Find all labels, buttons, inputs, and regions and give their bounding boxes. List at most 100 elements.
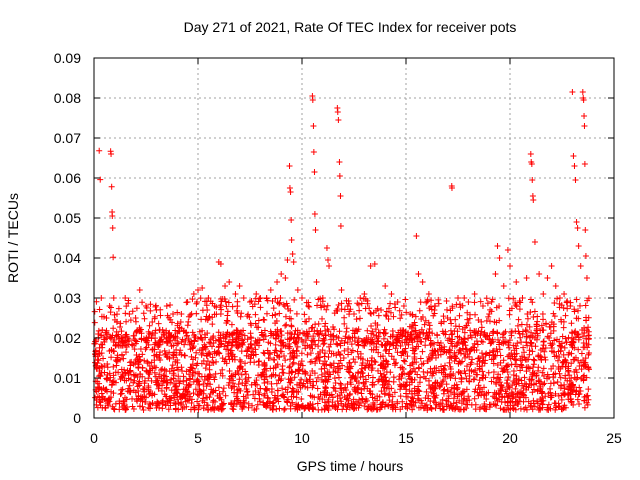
data-point <box>123 344 130 351</box>
data-point <box>364 327 371 334</box>
data-point <box>564 305 571 312</box>
data-point <box>236 283 243 289</box>
data-point <box>119 374 126 381</box>
data-point <box>561 344 568 351</box>
data-point <box>307 350 314 357</box>
data-point <box>359 356 366 363</box>
data-point <box>441 362 448 369</box>
data-point <box>143 303 149 309</box>
data-point <box>491 389 498 396</box>
data-point <box>520 385 527 392</box>
data-point <box>132 360 139 367</box>
data-point <box>555 403 562 410</box>
data-point <box>121 400 128 407</box>
data-point <box>119 338 126 345</box>
data-point <box>277 338 284 345</box>
data-point <box>397 315 404 322</box>
data-point <box>490 338 497 345</box>
data-point <box>322 332 329 339</box>
data-point <box>430 312 437 319</box>
data-point <box>292 339 299 346</box>
data-point <box>265 355 272 362</box>
data-point <box>429 350 436 357</box>
data-point <box>447 363 454 370</box>
data-point <box>329 394 336 401</box>
data-point <box>561 291 568 297</box>
data-point <box>252 346 259 353</box>
data-point <box>294 287 301 293</box>
data-point <box>459 302 466 309</box>
data-point <box>232 338 239 345</box>
data-point <box>505 339 512 346</box>
data-point <box>426 322 433 329</box>
data-point <box>163 303 170 309</box>
data-point <box>576 390 583 397</box>
data-point <box>476 363 483 370</box>
data-point <box>578 366 585 373</box>
data-point <box>337 380 344 387</box>
data-point <box>229 377 236 384</box>
data-point <box>425 377 432 384</box>
data-point <box>580 97 587 103</box>
data-point <box>215 384 222 391</box>
data-point <box>265 350 272 357</box>
data-point <box>530 400 537 407</box>
data-point <box>461 351 468 358</box>
data-point <box>466 367 473 374</box>
data-point <box>580 344 587 351</box>
data-point <box>495 376 502 383</box>
data-point <box>299 295 305 301</box>
data-point <box>338 381 345 388</box>
data-point <box>332 388 339 395</box>
data-point <box>293 338 300 345</box>
data-point <box>316 331 323 338</box>
data-point <box>476 377 483 384</box>
data-point <box>315 406 322 413</box>
data-point <box>403 386 410 393</box>
data-point <box>110 390 117 397</box>
data-point <box>294 343 301 350</box>
data-point <box>261 316 268 323</box>
data-point <box>304 384 311 391</box>
data-point <box>231 389 238 396</box>
data-point <box>512 385 519 392</box>
data-point <box>114 356 121 363</box>
data-point <box>355 404 362 411</box>
data-point <box>175 328 182 335</box>
data-point <box>560 404 567 411</box>
data-point <box>521 380 528 387</box>
data-point <box>441 348 448 355</box>
data-point <box>351 337 358 344</box>
data-point <box>447 402 454 409</box>
data-point <box>136 287 143 293</box>
data-point <box>166 349 173 356</box>
data-point <box>321 358 328 365</box>
data-point <box>390 332 397 339</box>
data-point <box>408 324 415 331</box>
data-point <box>572 328 579 335</box>
x-tick-label: 10 <box>294 430 310 446</box>
data-point <box>193 310 200 317</box>
data-point <box>274 352 281 359</box>
data-point <box>247 355 254 362</box>
data-point <box>491 394 498 401</box>
data-point <box>251 395 258 402</box>
data-point <box>482 334 489 341</box>
data-point <box>424 369 431 376</box>
data-point <box>101 369 108 376</box>
data-point <box>519 295 526 301</box>
data-point <box>335 301 342 308</box>
data-point <box>356 315 363 322</box>
data-point <box>425 291 432 297</box>
data-point <box>575 243 582 249</box>
data-point <box>492 401 499 408</box>
data-point <box>337 223 344 229</box>
data-point <box>351 311 357 317</box>
data-point <box>101 339 108 345</box>
axis-ticks: 0 5 10 15 20 25 0 0.01 0.02 0.03 0.04 0.05 0.06 0.07 0… <box>54 50 622 446</box>
data-point <box>330 368 337 375</box>
data-point <box>187 367 194 374</box>
data-point <box>403 400 410 407</box>
data-point <box>573 219 580 225</box>
data-point <box>273 380 280 387</box>
